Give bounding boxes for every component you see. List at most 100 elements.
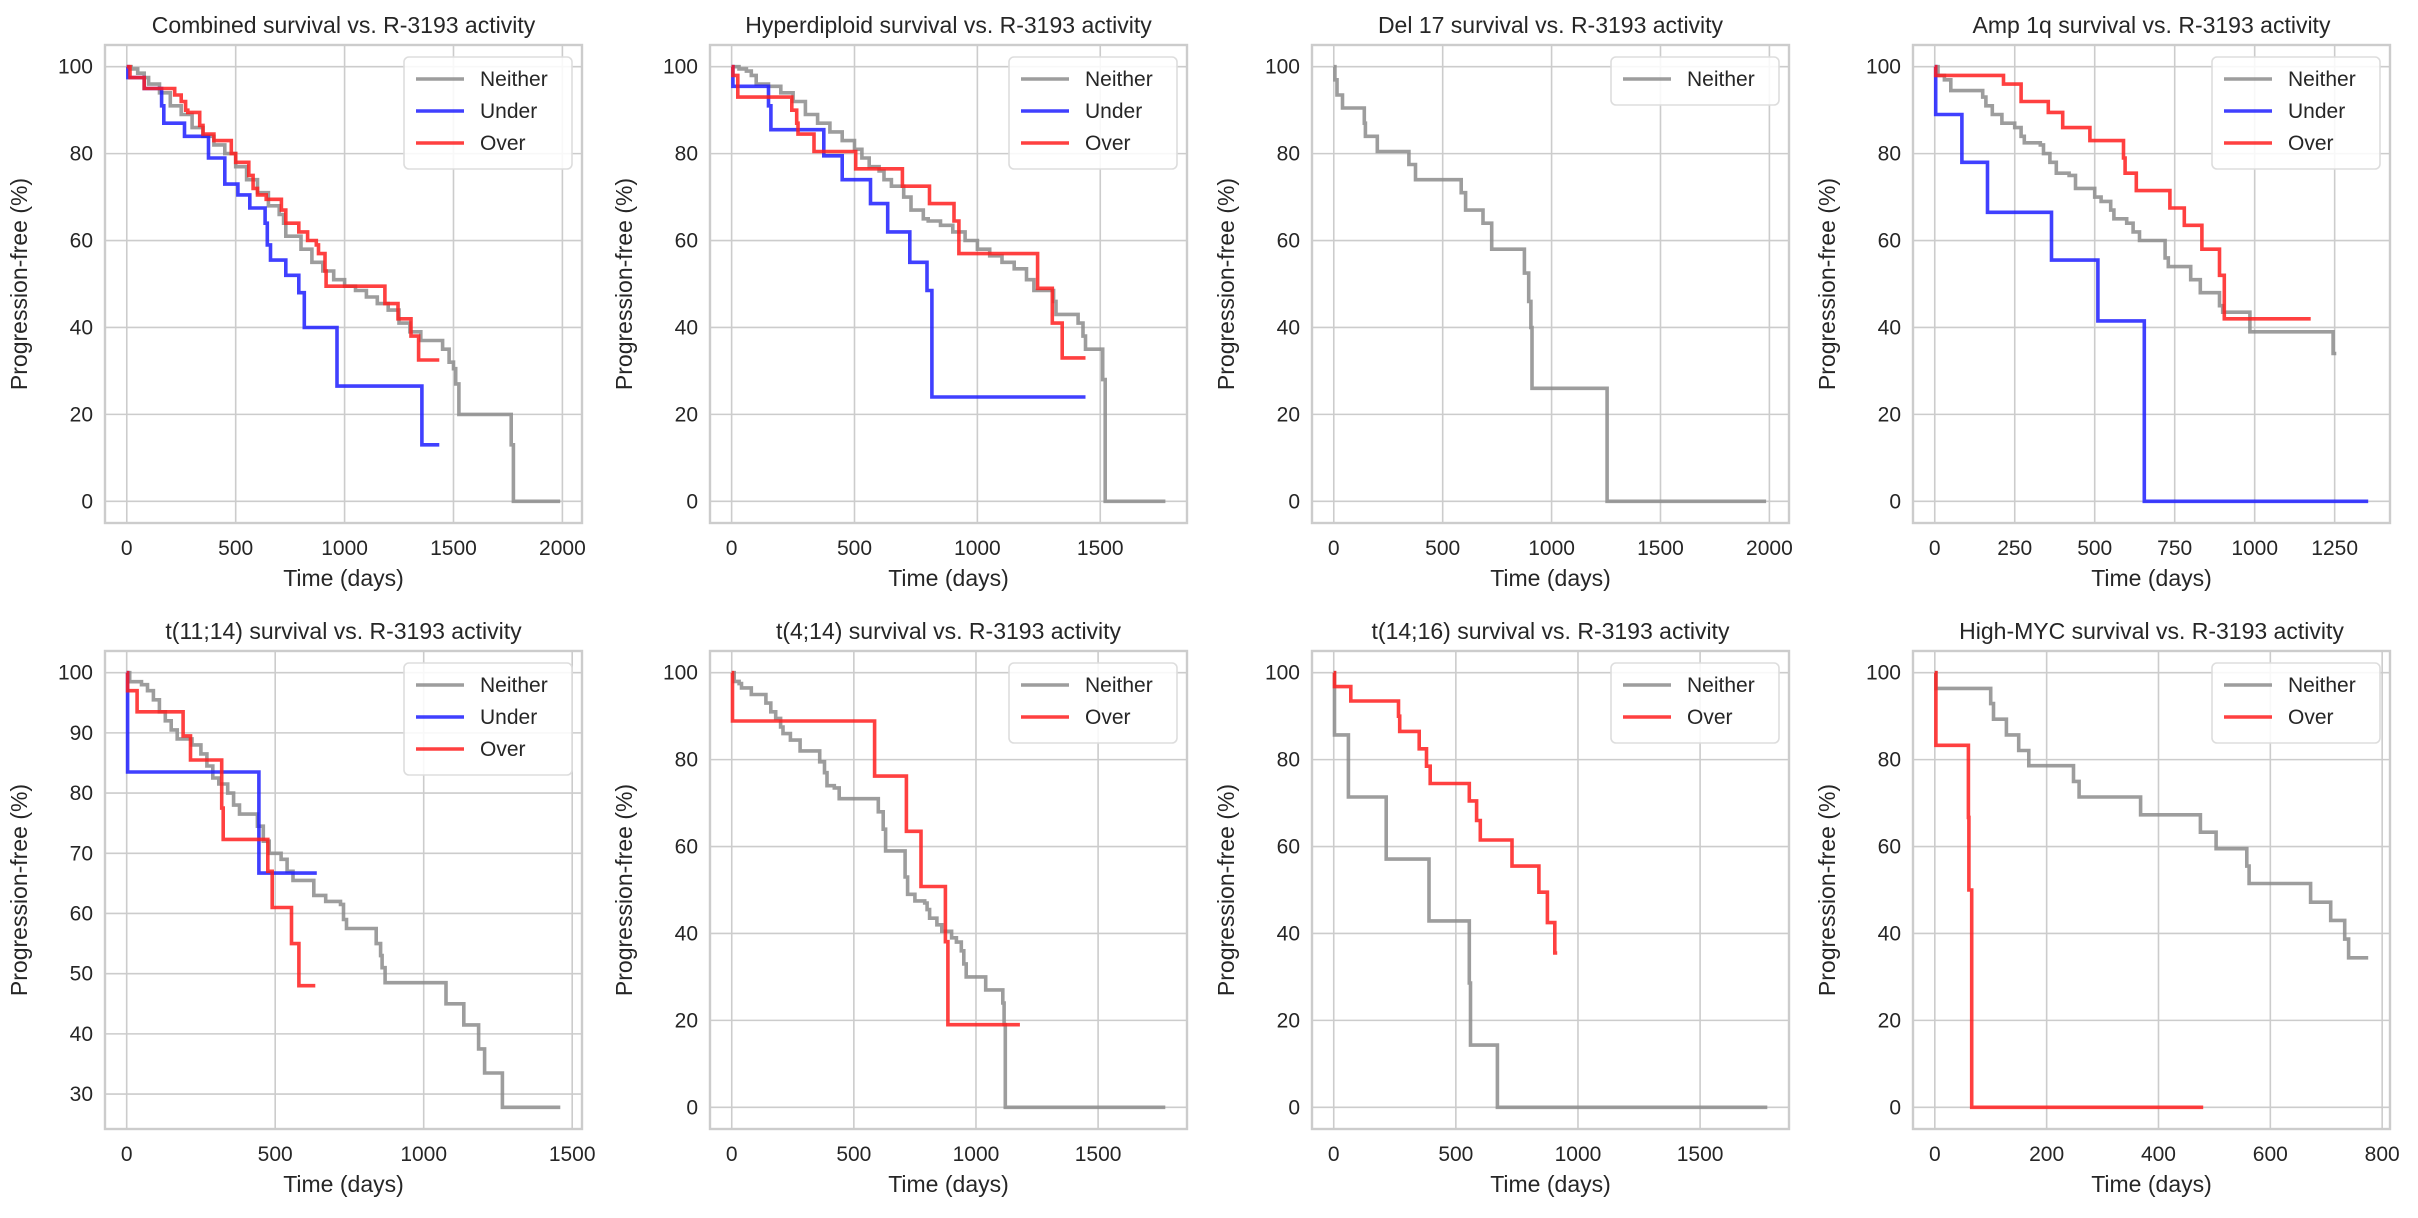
y-tick-label: 20	[1277, 1009, 1300, 1032]
legend-label: Neither	[480, 68, 548, 91]
legend-box	[2211, 662, 2381, 744]
x-tick-label: 2000	[539, 537, 586, 560]
legend-label: Neither	[1687, 674, 1755, 697]
legend-label: Neither	[1085, 674, 1153, 697]
y-tick-label: 40	[1277, 316, 1300, 339]
y-tick-label: 40	[1878, 316, 1901, 339]
plot-area	[1312, 45, 1789, 523]
x-axis-label: Time (days)	[283, 565, 404, 591]
y-tick-label: 100	[1265, 662, 1300, 685]
y-tick-label: 40	[1878, 922, 1901, 945]
y-tick-label: 80	[1277, 749, 1300, 772]
legend-label: Under	[480, 100, 537, 123]
y-tick-label: 30	[70, 1083, 93, 1106]
legend-box	[403, 56, 573, 170]
legend-label: Over	[1085, 132, 1131, 155]
x-tick-label: 1500	[1677, 1143, 1724, 1166]
legend-label: Neither	[480, 674, 548, 697]
series-line-under	[126, 64, 440, 447]
legend-label: Over	[480, 132, 526, 155]
legend-label: Under	[480, 706, 537, 729]
y-tick-label: 20	[70, 403, 93, 426]
chart-panel: 0 500 1000 1500 2000 0 20 40 60 80 100 Combined sur…	[6, 12, 586, 591]
y-tick-label: 0	[686, 1096, 698, 1119]
x-tick-label: 1000	[953, 1143, 1000, 1166]
y-tick-label: 90	[70, 722, 93, 745]
chart-title: High-MYC survival vs. R-3193 activity	[1959, 618, 2344, 644]
x-tick-label: 500	[2077, 537, 2112, 560]
y-tick-label: 40	[1277, 922, 1300, 945]
series-line-neither	[731, 64, 1166, 504]
y-axis-label: Progression-free (%)	[1814, 784, 1840, 996]
axes-frame	[1310, 43, 1791, 525]
x-tick-label: 2000	[1746, 537, 1793, 560]
x-tick-label: 500	[1438, 1143, 1473, 1166]
y-tick-label: 20	[1878, 403, 1901, 426]
legend-label: Under	[1085, 100, 1142, 123]
y-tick-label: 100	[663, 56, 698, 79]
x-tick-label: 1500	[549, 1143, 596, 1166]
chart-panel: 0 250 500 750 1000 1250 0 20 40 60 80 100 Amp 1q sur…	[1814, 12, 2392, 591]
legend-label: Neither	[1085, 68, 1153, 91]
y-tick-label: 40	[70, 316, 93, 339]
y-tick-label: 60	[675, 230, 698, 253]
chart-title: t(4;14) survival vs. R-3193 activity	[776, 618, 1122, 644]
x-tick-label: 0	[1328, 537, 1340, 560]
axes-frame	[103, 43, 584, 525]
x-tick-label: 1000	[321, 537, 368, 560]
y-tick-label: 60	[675, 836, 698, 859]
chart-panel: 0 500 1000 1500 30 40 50 60 70 80 90 100 t(11;14) su…	[6, 618, 596, 1197]
chart-panel: 0 500 1000 1500 0 20 40 60 80 100 t(14;16) surviva…	[1213, 618, 1791, 1197]
legend-label: Neither	[1687, 68, 1755, 91]
x-tick-label: 1000	[400, 1143, 447, 1166]
chart-panel: 0 500 1000 1500 2000 0 20 40 60 80 100 Del 17 survi…	[1213, 12, 1793, 591]
series-line-under	[1933, 64, 2369, 504]
x-tick-label: 0	[726, 537, 738, 560]
legend-label: Over	[1687, 706, 1733, 729]
series-line-over	[1934, 670, 2204, 1110]
y-tick-label: 0	[686, 490, 698, 513]
x-tick-label: 0	[726, 1143, 738, 1166]
legend: Neither Under Over	[403, 56, 573, 170]
legend-label: Over	[2288, 132, 2334, 155]
x-tick-label: 0	[1929, 1143, 1941, 1166]
x-axis-label: Time (days)	[283, 1171, 404, 1197]
y-tick-label: 80	[675, 143, 698, 166]
x-tick-label: 0	[1929, 537, 1941, 560]
x-axis-label: Time (days)	[2091, 1171, 2212, 1197]
series-line-over	[730, 670, 1020, 1027]
y-tick-label: 100	[1265, 56, 1300, 79]
x-tick-label: 1000	[1555, 1143, 1602, 1166]
chart-panel: 0 500 1000 1500 0 20 40 60 80 100 Hyperdiploid sur…	[611, 12, 1189, 591]
legend-box	[2211, 56, 2381, 170]
chart-title: t(14;16) survival vs. R-3193 activity	[1372, 618, 1730, 644]
series-line-over	[731, 64, 1086, 360]
x-axis-label: Time (days)	[2091, 565, 2212, 591]
y-tick-label: 80	[70, 782, 93, 805]
legend-label: Neither	[2288, 68, 2356, 91]
x-tick-label: 500	[1425, 537, 1460, 560]
series-line-neither	[126, 670, 561, 1110]
y-tick-label: 40	[675, 316, 698, 339]
y-axis-label: Progression-free (%)	[611, 784, 637, 996]
y-tick-label: 100	[663, 662, 698, 685]
legend: Neither	[1610, 56, 1780, 106]
legend: Neither Over	[1008, 662, 1178, 744]
y-tick-label: 80	[675, 749, 698, 772]
chart-title: Amp 1q survival vs. R-3193 activity	[1973, 12, 2331, 38]
y-axis-label: Progression-free (%)	[1213, 178, 1239, 390]
legend: Neither Over	[2211, 662, 2381, 744]
legend-label: Over	[480, 738, 526, 761]
chart-panel: 0 200 400 600 800 0 20 40 60 80 100 High-MYC surviv…	[1814, 618, 2400, 1197]
legend: Neither Under Over	[2211, 56, 2381, 170]
legend-box	[403, 662, 573, 776]
y-tick-label: 20	[1277, 403, 1300, 426]
x-tick-label: 1000	[2231, 537, 2278, 560]
x-tick-label: 200	[2029, 1143, 2064, 1166]
legend: Neither Over	[1610, 662, 1780, 744]
y-tick-label: 100	[58, 662, 93, 685]
legend-box	[1610, 56, 1780, 106]
y-axis-label: Progression-free (%)	[1213, 784, 1239, 996]
x-tick-label: 750	[2157, 537, 2192, 560]
